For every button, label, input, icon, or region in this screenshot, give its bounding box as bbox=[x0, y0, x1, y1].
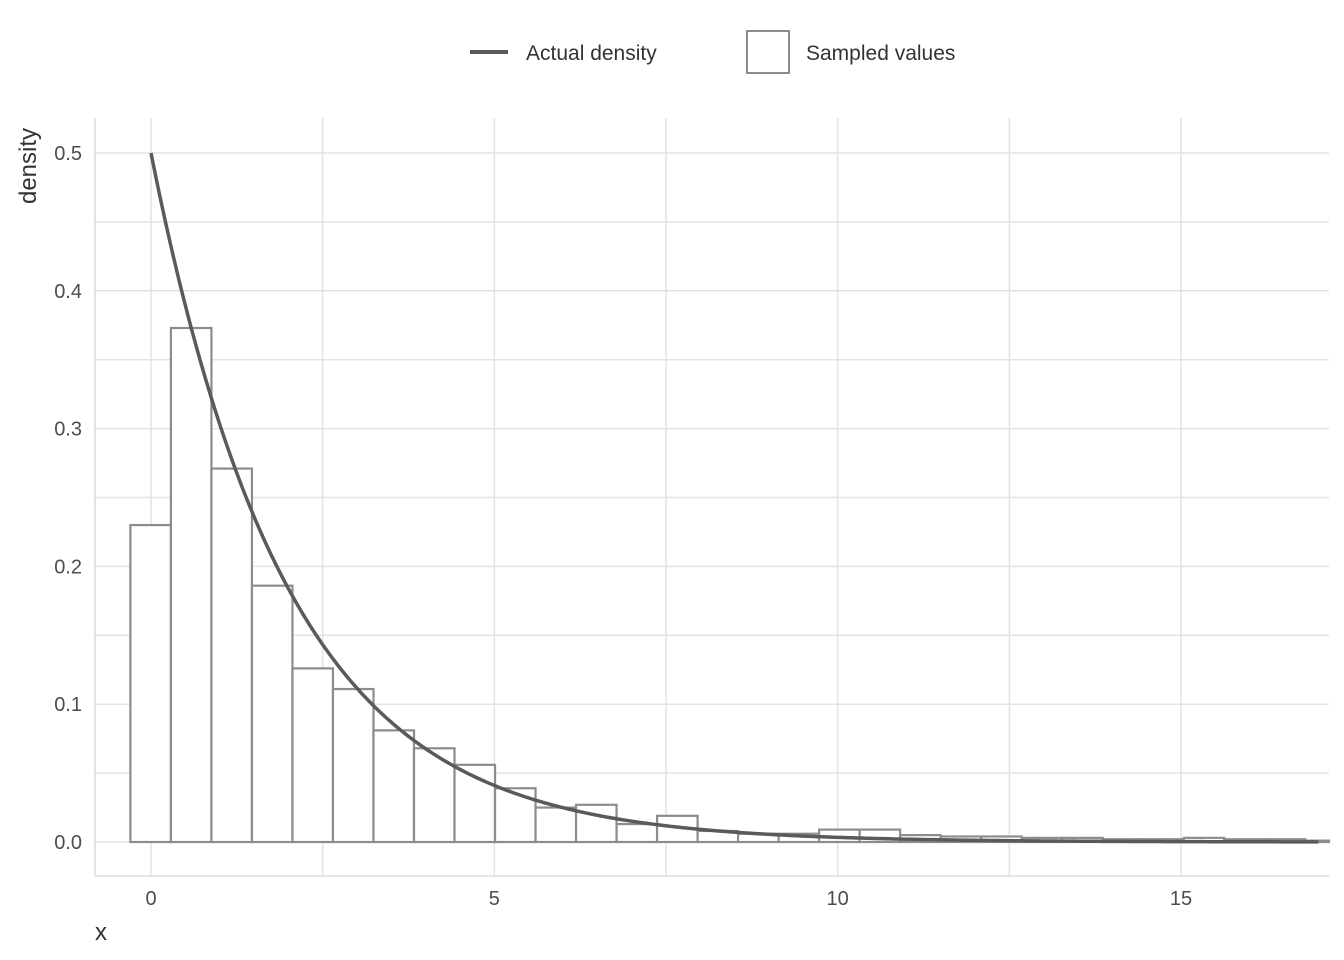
y-tick-label: 0.1 bbox=[54, 694, 82, 716]
histogram-bar bbox=[372, 729, 416, 844]
histogram-bar bbox=[291, 667, 335, 844]
y-tick-label: 0.2 bbox=[54, 556, 82, 578]
x-tick-label: 0 bbox=[145, 888, 156, 910]
histogram-bars bbox=[129, 326, 1331, 844]
legend-label-sampled-values: Sampled values bbox=[806, 42, 955, 65]
y-axis-title: density bbox=[15, 128, 42, 204]
histogram-bar bbox=[210, 467, 254, 844]
histogram-bar bbox=[129, 523, 173, 844]
histogram-bar bbox=[493, 787, 537, 844]
legend-label-actual-density: Actual density bbox=[526, 42, 657, 65]
density-curve-group bbox=[149, 152, 1319, 844]
x-tick-label: 5 bbox=[489, 888, 500, 910]
legend-box-key bbox=[746, 30, 790, 74]
histogram-bar bbox=[331, 687, 375, 844]
histogram-bar bbox=[615, 822, 659, 844]
y-tick-labels: 0.0 0.1 0.2 0.3 0.4 0.5 bbox=[54, 143, 82, 854]
y-tick-label: 0.5 bbox=[54, 143, 82, 165]
x-axis-title: x bbox=[95, 919, 107, 946]
density-curve bbox=[149, 152, 1319, 844]
x-tick-label: 10 bbox=[827, 888, 849, 910]
histogram-bar bbox=[250, 584, 294, 844]
histogram-bar bbox=[534, 806, 578, 844]
legend: Actual density Sampled values bbox=[470, 30, 955, 74]
x-tick-label: 15 bbox=[1170, 888, 1192, 910]
y-tick-label: 0.4 bbox=[54, 281, 82, 303]
histogram-bar bbox=[169, 326, 213, 844]
y-tick-label: 0.0 bbox=[54, 832, 82, 854]
y-tick-label: 0.3 bbox=[54, 419, 82, 441]
axes bbox=[94, 118, 1329, 877]
x-tick-labels: 0 5 10 15 bbox=[145, 888, 1192, 910]
